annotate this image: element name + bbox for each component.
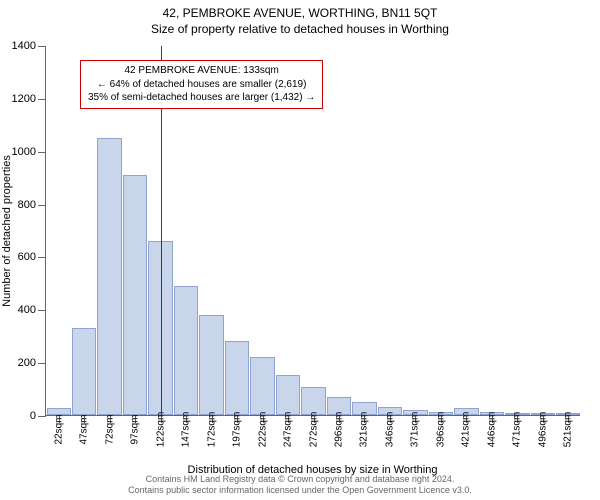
histogram-bar — [199, 315, 223, 415]
x-tick-label: 296sqm — [333, 412, 344, 448]
chart-title-sub: Size of property relative to detached ho… — [0, 20, 600, 36]
footer-line-1: Contains HM Land Registry data © Crown c… — [0, 474, 600, 486]
histogram-bar — [72, 328, 96, 415]
histogram-bar — [97, 138, 121, 416]
y-axis-label: Number of detached properties — [1, 155, 13, 307]
plot-region: 020040060080010001200140022sqm47sqm72sqm… — [45, 46, 580, 416]
x-tick-label: 22sqm — [53, 414, 64, 444]
info-box-line: ← 64% of detached houses are smaller (2,… — [88, 78, 315, 92]
x-tick-label: 321sqm — [359, 412, 370, 448]
x-tick-label: 72sqm — [104, 414, 115, 444]
y-tick — [38, 257, 46, 258]
y-tick-label: 800 — [18, 199, 36, 211]
y-tick-label: 1200 — [12, 93, 36, 105]
x-tick-label: 47sqm — [79, 414, 90, 444]
x-tick-label: 272sqm — [308, 412, 319, 448]
x-tick-label: 222sqm — [257, 412, 268, 448]
x-tick-label: 122sqm — [155, 412, 166, 448]
y-tick — [38, 152, 46, 153]
y-tick — [38, 310, 46, 311]
y-tick-label: 1000 — [12, 146, 36, 158]
y-tick-label: 200 — [18, 357, 36, 369]
x-tick-label: 197sqm — [232, 412, 243, 448]
histogram-bar — [276, 375, 300, 415]
histogram-bar — [250, 357, 274, 415]
y-tick-label: 600 — [18, 251, 36, 263]
x-tick-label: 97sqm — [130, 414, 141, 444]
info-box-line: 35% of semi-detached houses are larger (… — [88, 91, 315, 105]
x-tick-label: 446sqm — [486, 412, 497, 448]
x-tick-label: 496sqm — [537, 412, 548, 448]
x-tick-label: 247sqm — [283, 412, 294, 448]
footer-line-2: Contains public sector information licen… — [0, 485, 600, 497]
y-tick-label: 400 — [18, 304, 36, 316]
y-tick — [38, 363, 46, 364]
y-tick — [38, 99, 46, 100]
info-box: 42 PEMBROKE AVENUE: 133sqm← 64% of detac… — [80, 60, 323, 109]
x-tick-label: 346sqm — [384, 412, 395, 448]
histogram-bar — [123, 175, 147, 416]
chart-title-main: 42, PEMBROKE AVENUE, WORTHING, BN11 5QT — [0, 0, 600, 20]
histogram-bar — [225, 341, 249, 415]
y-tick-label: 1400 — [12, 40, 36, 52]
y-tick — [38, 46, 46, 47]
info-box-line: 42 PEMBROKE AVENUE: 133sqm — [88, 64, 315, 78]
y-tick — [38, 205, 46, 206]
chart-area: 020040060080010001200140022sqm47sqm72sqm… — [45, 46, 580, 416]
y-tick — [38, 416, 46, 417]
y-tick-label: 0 — [30, 410, 36, 422]
x-tick-label: 421sqm — [461, 412, 472, 448]
x-tick-label: 471sqm — [512, 412, 523, 448]
x-tick-label: 172sqm — [206, 412, 217, 448]
x-tick-label: 371sqm — [410, 412, 421, 448]
x-tick-label: 396sqm — [435, 412, 446, 448]
footer-attribution: Contains HM Land Registry data © Crown c… — [0, 474, 600, 497]
x-tick-label: 521sqm — [563, 412, 574, 448]
histogram-bar — [174, 286, 198, 416]
x-tick-label: 147sqm — [181, 412, 192, 448]
